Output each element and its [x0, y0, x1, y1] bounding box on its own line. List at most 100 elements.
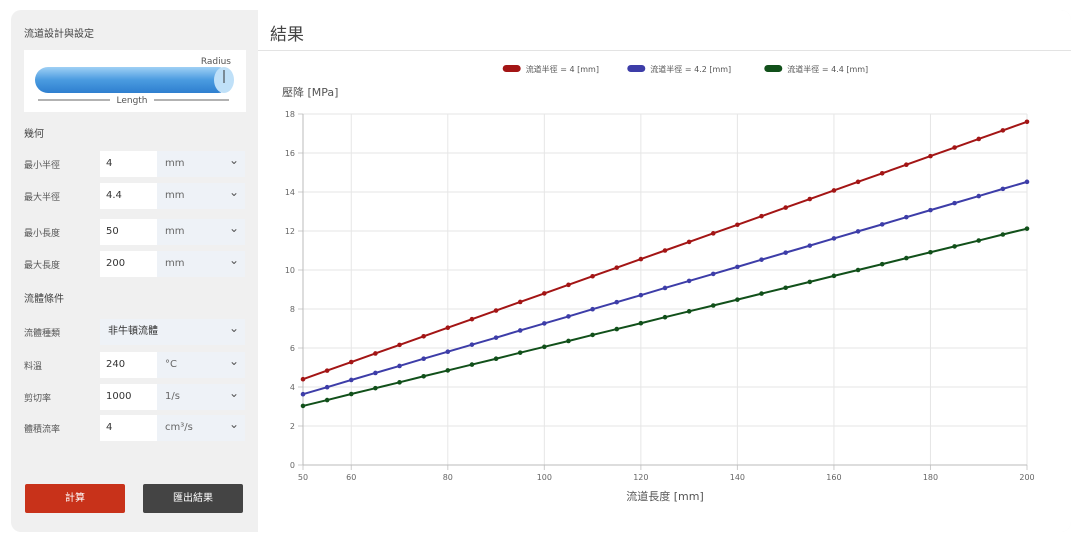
data-point — [783, 285, 788, 291]
y-tick-label: 0 — [290, 461, 295, 470]
y-axis-title: 壓降 [MPa] — [282, 85, 338, 99]
data-point — [783, 205, 788, 210]
field-input[interactable]: 200 — [100, 251, 157, 277]
data-point — [517, 299, 523, 305]
data-point — [904, 214, 909, 220]
data-point — [348, 359, 354, 365]
data-point — [1024, 226, 1030, 231]
data-point — [710, 271, 716, 277]
data-point — [1000, 232, 1006, 237]
y-tick-label: 4 — [290, 383, 295, 392]
data-point — [614, 326, 620, 332]
data-point — [855, 229, 861, 234]
data-point — [300, 391, 306, 397]
data-point — [469, 316, 475, 322]
x-tick-label: 200 — [1019, 473, 1034, 482]
data-point — [1024, 179, 1030, 185]
data-point — [590, 332, 595, 338]
results-panel: 結果 0 2 4 6 8 10 12 14 16 18 50 60 80 100 120 140 160 180 2… — [258, 10, 1071, 532]
y-tick-label: 2 — [290, 422, 295, 431]
data-point — [493, 356, 499, 362]
unit-select[interactable]: 1/s — [157, 380, 245, 410]
unit-select[interactable]: cm³/s — [157, 411, 245, 441]
data-point — [566, 338, 571, 344]
data-point — [976, 193, 982, 199]
data-point — [928, 153, 933, 159]
field-label: 最大半徑 — [24, 193, 61, 203]
data-point — [517, 328, 523, 333]
data-point — [373, 385, 378, 391]
data-point — [421, 356, 426, 362]
field-input[interactable]: 50 — [100, 219, 157, 245]
calculate-button[interactable]: 計算 — [25, 484, 125, 513]
x-tick-label: 140 — [730, 473, 745, 482]
legend-swatch — [627, 65, 646, 72]
data-point — [952, 145, 957, 150]
export-button[interactable]: 匯出結果 — [143, 484, 243, 513]
legend-label: 流道半徑 = 4.2 [mm] — [650, 64, 731, 74]
data-point — [614, 265, 620, 270]
data-point — [735, 222, 740, 228]
data-point — [638, 256, 644, 262]
x-tick-label: 160 — [826, 473, 841, 482]
data-point — [638, 292, 644, 298]
y-tick-label: 14 — [285, 188, 295, 197]
data-point — [831, 273, 837, 279]
field-label: 料溫 — [24, 362, 43, 372]
unit-select[interactable]: mm — [157, 179, 245, 209]
data-point — [638, 320, 644, 326]
fluid-type-select[interactable]: 非牛頓流體 — [100, 315, 245, 345]
data-point — [686, 239, 692, 245]
field-input[interactable]: 4 — [100, 415, 157, 441]
data-point — [348, 391, 354, 397]
data-point — [759, 291, 764, 296]
unit-select[interactable]: mm — [157, 147, 245, 177]
data-point — [542, 344, 547, 350]
field-input[interactable]: 4 — [100, 151, 157, 177]
field-input[interactable]: 4.4 — [100, 183, 157, 209]
data-point — [686, 278, 692, 284]
data-point — [879, 170, 885, 176]
data-point — [324, 397, 330, 403]
data-point — [710, 231, 716, 236]
y-tick-label: 16 — [285, 149, 295, 158]
unit-select[interactable]: mm — [157, 215, 245, 245]
x-tick-label: 180 — [923, 473, 938, 482]
data-point — [952, 200, 957, 206]
data-point — [566, 314, 571, 319]
data-point — [421, 373, 426, 379]
chart: 0 2 4 6 8 10 12 14 16 18 50 60 80 100 120 140 160 180 200 壓… — [282, 64, 1035, 503]
data-point — [445, 349, 451, 355]
legend-label: 流道半徑 = 4.4 [mm] — [787, 64, 868, 74]
x-axis-title: 流道長度 [mm] — [626, 489, 704, 503]
field-label: 最大長度 — [24, 261, 61, 271]
data-point — [324, 368, 330, 373]
field-label: 流體種類 — [24, 329, 61, 339]
data-point — [373, 351, 378, 356]
field-input[interactable]: 240 — [100, 352, 157, 378]
y-tick-label: 6 — [290, 344, 295, 353]
data-point — [566, 282, 571, 288]
data-point — [976, 136, 982, 142]
field-label: 最小半徑 — [24, 161, 61, 171]
field-label: 最小長度 — [24, 229, 61, 239]
unit-select[interactable]: °C — [157, 348, 245, 378]
data-point — [831, 236, 837, 241]
data-point — [783, 250, 788, 255]
data-point — [590, 273, 595, 279]
data-point — [348, 377, 354, 383]
data-point — [542, 291, 547, 296]
y-tick-label: 18 — [285, 110, 295, 119]
radius-label: Radius — [201, 57, 231, 67]
data-point — [807, 243, 813, 248]
field-label: 剪切率 — [24, 394, 52, 404]
data-point — [976, 238, 982, 243]
x-tick-label: 80 — [443, 473, 453, 482]
data-point — [445, 368, 451, 373]
data-point — [1000, 186, 1006, 192]
data-point — [493, 335, 499, 340]
section-title: 幾何 — [24, 129, 44, 140]
field-input[interactable]: 1000 — [100, 384, 157, 410]
data-point — [397, 380, 402, 385]
unit-select[interactable]: mm — [157, 247, 245, 277]
